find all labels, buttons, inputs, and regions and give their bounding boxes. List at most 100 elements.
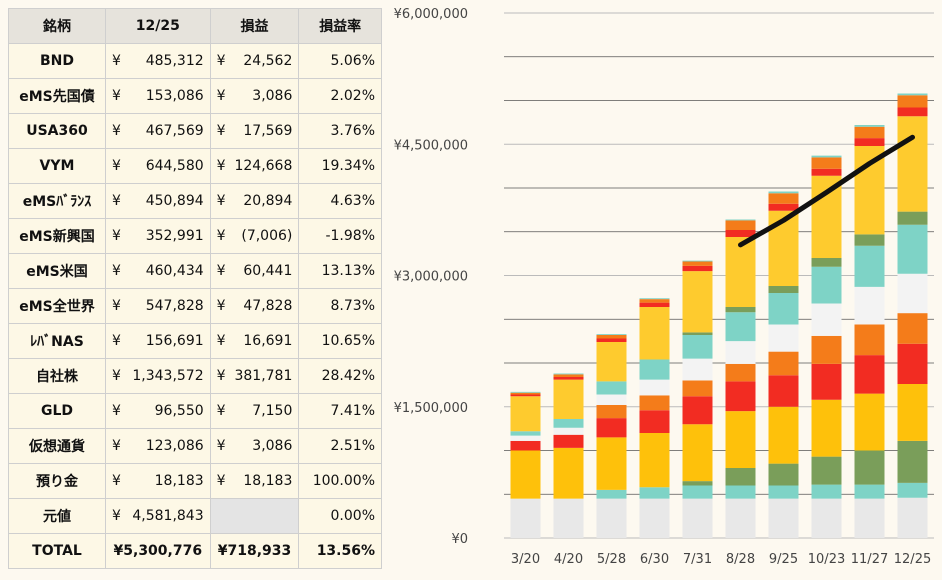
value-cell: ¥153,086 (104, 78, 211, 114)
bar-segment (897, 497, 928, 538)
pl-amount: 60,441 (243, 263, 293, 279)
bar-segment (682, 271, 713, 333)
rate-cell: 13.13% (298, 253, 382, 289)
currency-symbol: ¥ (216, 88, 226, 104)
portfolio-stacked-bar-chart: ¥0 ¥1,500,000 ¥3,000,000 ¥4,500,000 ¥6,000,0… (394, 7, 934, 567)
value-cell: ¥156,691 (104, 323, 211, 359)
ticker-name: eMS先国債 (8, 78, 106, 114)
bar-segment (811, 498, 842, 538)
bar-segment (725, 363, 756, 382)
x-tick-label: 6/30 (640, 552, 669, 567)
bar-segment (639, 359, 670, 380)
table-row: USA360 ¥467,569 ¥17,569 3.76% (8, 113, 382, 149)
bar-segment (639, 379, 670, 396)
pl-cell: ¥16,691 (209, 323, 300, 359)
bar-segment (510, 440, 541, 451)
bar-segment (811, 335, 842, 364)
rate-cell: 10.65% (298, 323, 382, 359)
pl-cell: ¥ (7,006) (209, 218, 300, 254)
value-cell: ¥467,569 (104, 113, 211, 149)
header-ticker: 銘柄 (8, 8, 106, 44)
currency-symbol: ¥ (111, 158, 121, 174)
bar-segment (811, 168, 842, 176)
pl-amount: 3,086 (252, 88, 293, 104)
x-tick-label: 4/20 (554, 552, 583, 567)
bar-segment (811, 157, 842, 169)
currency-symbol: ¥ (111, 123, 121, 139)
ticker-name: 自社株 (8, 358, 106, 394)
ticker-name: 預り金 (8, 463, 106, 499)
value-amount: 123,086 (145, 438, 204, 454)
value-cell: ¥1,343,572 (104, 358, 211, 394)
currency-symbol: ¥ (111, 508, 121, 524)
bar-segment (510, 391, 541, 393)
pl-cell: ¥3,086 (209, 428, 300, 464)
bar-segment (639, 498, 670, 538)
bar-segment (596, 437, 627, 490)
value-cell: ¥485,312 (104, 43, 211, 79)
value-amount: 1,343,572 (132, 368, 204, 384)
bar-segment (811, 258, 842, 267)
value-amount: 460,434 (145, 263, 204, 279)
bar-segment (682, 335, 713, 359)
rate-cell: 5.06% (298, 43, 382, 79)
table-body: BND ¥485,312 ¥24,562 5.06% eMS先国債 ¥153,086 ¥3,… (8, 43, 382, 569)
bar-segment (639, 487, 670, 499)
bar-segment (811, 363, 842, 400)
x-tick-label: 8/28 (726, 552, 755, 567)
rate-cell: 2.51% (298, 428, 382, 464)
value-cell: ¥460,434 (104, 253, 211, 289)
bar-segment (596, 418, 627, 438)
x-tick-label: 12/25 (894, 552, 931, 567)
currency-symbol: ¥ (216, 263, 226, 279)
holdings-table-wrapper: 銘柄 12/25 損益 損益率 BND ¥485,312 ¥24,562 5.06% e… (8, 8, 382, 569)
rate-cell: 8.73% (298, 288, 382, 324)
bar-segment (854, 126, 885, 139)
value-amount: 153,086 (145, 88, 204, 104)
pl-cell: ¥17,569 (209, 113, 300, 149)
bar-segment (768, 193, 799, 204)
pl-cell-empty (209, 498, 300, 534)
bar-segment (682, 358, 713, 381)
y-tick-label: ¥1,500,000 (394, 401, 468, 416)
rate-cell: 2.02% (298, 78, 382, 114)
bar-segment (596, 338, 627, 342)
bar-segment (682, 332, 713, 335)
bar-segment (596, 334, 627, 335)
ticker-name: eMS米国 (8, 253, 106, 289)
bar-segment (596, 394, 627, 405)
bar-segment (897, 116, 928, 212)
currency-symbol: ¥ (111, 53, 121, 69)
currency-symbol: ¥ (216, 53, 226, 69)
bar-segment (510, 435, 541, 441)
bar-segment (854, 498, 885, 538)
ticker-name: ﾚﾊﾞNAS (8, 323, 106, 359)
bar-segment (639, 302, 670, 307)
currency-symbol: ¥ (111, 368, 121, 384)
value-cell: ¥96,550 (104, 393, 211, 429)
x-tick-label: 3/20 (511, 552, 540, 567)
bar-segment (553, 373, 584, 375)
currency-symbol: ¥ (216, 193, 226, 209)
currency-symbol: ¥ (216, 123, 226, 139)
bar-segment (768, 485, 799, 499)
rate-cell: -1.98% (298, 218, 382, 254)
pl-amount: 124,668 (234, 158, 293, 174)
table-header-row: 銘柄 12/25 損益 損益率 (8, 8, 382, 44)
value-amount: 467,569 (145, 123, 204, 139)
table-row: BND ¥485,312 ¥24,562 5.06% (8, 43, 382, 79)
bar-segment (725, 341, 756, 364)
currency-symbol: ¥ (216, 403, 226, 419)
bar-segment (725, 485, 756, 499)
bar-segment (897, 93, 928, 96)
ticker-name: eMS新興国 (8, 218, 106, 254)
bar-segment (768, 293, 799, 325)
bar-segment (553, 377, 584, 380)
currency-symbol: ¥ (111, 88, 121, 104)
pl-cell: ¥60,441 (209, 253, 300, 289)
bar-segment (854, 393, 885, 451)
x-tick-label: 5/28 (597, 552, 626, 567)
header-pl: 損益 (209, 8, 300, 44)
rate-cell: 0.00% (298, 498, 382, 534)
bar-segment (553, 427, 584, 435)
